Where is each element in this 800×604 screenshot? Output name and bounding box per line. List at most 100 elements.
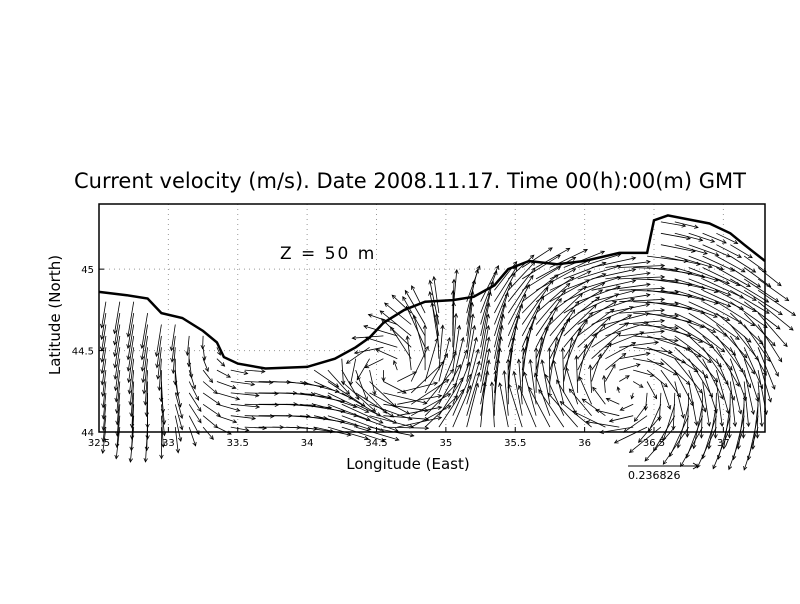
velocity-arrow	[189, 427, 195, 446]
velocity-arrow	[481, 337, 490, 381]
velocity-arrow	[619, 288, 664, 290]
velocity-arrow	[203, 370, 213, 382]
velocity-arrow	[661, 268, 705, 278]
velocity-arrow	[701, 393, 702, 438]
velocity-arrow	[605, 353, 625, 370]
velocity-arrow	[743, 393, 744, 438]
x-tick-label: 36	[578, 438, 591, 449]
velocity-arrow	[675, 382, 684, 419]
velocity-arrow	[578, 301, 617, 324]
velocity-arrow	[687, 393, 688, 437]
velocity-arrow	[619, 364, 640, 370]
depth-annotation: Z = 50 m	[280, 244, 376, 264]
velocity-arrow	[564, 328, 581, 370]
velocity-arrow	[663, 404, 675, 440]
velocity-arrow	[670, 416, 689, 457]
velocity-arrow	[586, 422, 619, 427]
velocity-arrow	[382, 319, 412, 348]
velocity-arrow	[647, 382, 657, 399]
velocity-arrow	[578, 334, 597, 370]
velocity-arrow	[217, 416, 237, 423]
y-axis-label: Latitude (North)	[46, 255, 64, 375]
velocity-arrow	[675, 302, 717, 317]
velocity-arrow	[624, 416, 647, 433]
velocity-arrow	[203, 382, 217, 394]
x-tick-label: 37	[717, 438, 730, 449]
velocity-arrow	[522, 267, 560, 291]
velocity-arrow	[661, 302, 705, 313]
x-tick-label: 33	[162, 438, 175, 449]
velocity-arrow	[519, 359, 523, 404]
velocity-arrow	[619, 321, 664, 325]
y-tick-label: 44	[81, 428, 94, 439]
x-tick-label: 32.5	[88, 438, 110, 449]
velocity-arrow	[217, 404, 240, 411]
velocity-arrow	[314, 393, 357, 407]
x-tick-label: 34	[301, 438, 314, 449]
velocity-arrow	[675, 290, 718, 303]
velocity-arrow	[554, 361, 564, 405]
velocity-arrow	[661, 256, 700, 264]
velocity-arrow	[370, 382, 397, 408]
velocity-arrow	[647, 347, 685, 362]
velocity-arrow	[619, 266, 664, 268]
velocity-arrow	[189, 393, 201, 411]
velocity-arrow	[703, 279, 744, 298]
velocity-arrow	[492, 382, 495, 427]
velocity-arrow	[189, 370, 195, 389]
velocity-arrow	[434, 277, 439, 313]
velocity-arrow	[758, 313, 787, 346]
x-tick-label: 35	[440, 438, 453, 449]
x-tick-label: 36.5	[643, 438, 665, 449]
reference-vector: 0.236826	[628, 463, 698, 482]
velocity-arrow	[675, 325, 714, 348]
velocity-arrow	[203, 427, 213, 439]
velocity-arrow	[675, 279, 718, 292]
velocity-arrow	[619, 277, 664, 279]
velocity-arrow	[217, 370, 230, 377]
velocity-arrow	[397, 396, 441, 405]
velocity-arrow	[406, 306, 425, 347]
velocity-arrow	[619, 299, 664, 301]
velocity-arrow	[560, 402, 591, 428]
velocity-arrow	[716, 393, 717, 438]
velocity-arrow	[564, 320, 587, 358]
chart-title: Current velocity (m/s). Date 2008.11.17.…	[74, 169, 746, 193]
velocity-arrow	[189, 404, 201, 422]
velocity-arrow	[366, 338, 398, 348]
velocity-arrow	[350, 359, 355, 385]
velocity-arrow	[557, 380, 578, 416]
velocity-arrow	[430, 292, 439, 336]
velocity-arrow	[661, 222, 686, 226]
velocity-arrow	[524, 372, 536, 415]
reference-vector-label: 0.236826	[628, 469, 681, 482]
velocity-arrow	[619, 342, 658, 347]
velocity-arrow	[703, 370, 717, 413]
velocity-arrow	[539, 390, 564, 427]
velocity-arrow	[522, 248, 552, 268]
velocity-arrow	[647, 370, 667, 387]
velocity-arrow	[357, 359, 369, 380]
velocity-arrow	[342, 359, 344, 385]
velocity-arrow	[675, 359, 702, 393]
velocity-arrow	[217, 382, 236, 389]
velocity-arrow	[730, 370, 741, 414]
velocity-arrow	[203, 393, 220, 405]
velocity-arrow	[661, 313, 704, 327]
y-tick-label: 45	[81, 265, 94, 276]
velocity-arrow	[411, 347, 428, 382]
velocity-arrow	[314, 416, 358, 426]
velocity-arrow	[508, 276, 533, 314]
velocity-arrow	[564, 251, 605, 267]
velocity-arrow	[439, 338, 450, 382]
velocity-arrow	[758, 279, 789, 301]
velocity-arrow	[549, 348, 550, 393]
velocity-arrow	[593, 387, 606, 404]
velocity-arrow	[689, 370, 706, 412]
velocity-arrow	[619, 310, 664, 313]
velocity-arrow	[730, 245, 752, 258]
velocity-arrow	[203, 416, 218, 428]
velocity-arrow	[605, 364, 615, 381]
